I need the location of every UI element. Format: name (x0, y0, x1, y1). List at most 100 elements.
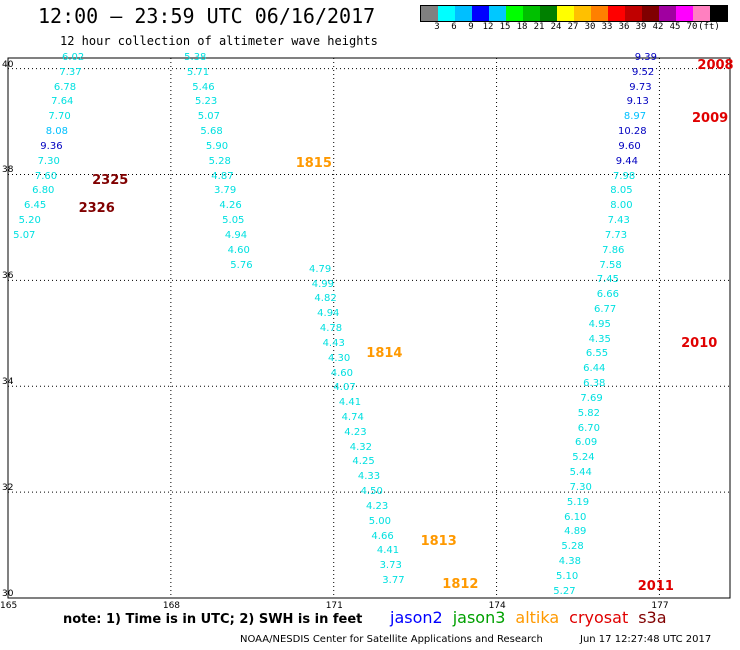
color-swatch (642, 6, 659, 21)
wave-height-value: 5.19 (566, 496, 590, 508)
wave-height-value: 5.28 (561, 541, 584, 553)
wave-height-value: 5.38 (184, 52, 207, 63)
wave-height-value: 3.79 (214, 185, 237, 197)
map-grid (7, 57, 731, 599)
color-swatch (625, 6, 642, 21)
wave-height-value: 4.94 (317, 308, 340, 320)
wave-height-value: 5.68 (200, 126, 223, 138)
wave-height-value: 4.07 (333, 382, 356, 394)
chart-title: 12:00 – 23:59 UTC 06/16/2017 (38, 4, 376, 28)
wave-height-value: 5.00 (368, 515, 391, 527)
wave-height-value: 9.39 (634, 52, 657, 63)
measurement-layer: 6.02 7.37 6.78 7.64 7.70 8.08 9.36 7.30 7.60 6.80… (8, 52, 733, 598)
wave-height-value: 4.89 (564, 526, 587, 538)
wave-height-value: 9.44 (615, 155, 638, 167)
color-scale-tick: 9 (468, 22, 474, 32)
longitude-tick-label: 171 (325, 601, 343, 611)
wave-height-value: 4.78 (319, 323, 343, 335)
track-time-label: 2009 (692, 110, 729, 126)
wave-height-value: 4.35 (588, 333, 611, 345)
wave-height-value: 4.32 (349, 441, 372, 453)
wave-height-value: 6.55 (585, 348, 609, 360)
satellite-legend-item: jason2 (390, 608, 443, 627)
wave-height-value: 6.78 (53, 81, 77, 93)
wave-height-value: 6.45 (24, 200, 47, 212)
map-plot: 6.02 7.37 6.78 7.64 7.70 8.08 9.36 7.30 7.60 6.80… (7, 52, 734, 599)
wave-height-value: 7.86 (602, 244, 625, 256)
track-time-label: 1815 (295, 155, 332, 171)
wave-height-value: 6.44 (583, 363, 606, 375)
wave-height-value: 4.41 (338, 397, 362, 409)
color-swatch (608, 6, 625, 21)
wave-height-value: 8.97 (623, 111, 647, 123)
color-scale-tick: 3 (434, 22, 440, 32)
wave-height-value: 5.76 (230, 259, 253, 271)
color-scale-tick: 27 (567, 22, 579, 32)
wave-height-value: 6.09 (575, 437, 598, 449)
wave-height-value: 4.95 (588, 318, 611, 330)
latitude-tick-label: 40 (2, 59, 14, 70)
wave-height-value: 7.64 (51, 96, 74, 108)
wave-height-value: 4.33 (357, 471, 381, 483)
longitude-tick-label: 177 (651, 601, 669, 611)
wave-height-value: 5.05 (222, 215, 245, 227)
color-swatch (591, 6, 608, 21)
map-frame (7, 57, 731, 599)
wave-height-value: 6.38 (583, 378, 606, 390)
track-time-label: 2325 (92, 173, 129, 189)
color-scale-bar (420, 5, 728, 22)
color-scale-tick: 30 (584, 22, 596, 32)
color-scale-tick: 24 (550, 22, 562, 32)
color-swatch (710, 6, 727, 21)
generated-timestamp: Jun 17 12:27:48 UTC 2017 (580, 634, 712, 645)
color-scale-tick: 21 (533, 22, 545, 32)
satellite-legend-item: s3a (638, 608, 667, 627)
satellite-legend: jason2 jason3 altika cryosat s3a (390, 608, 677, 627)
track-time-label: 1812 (442, 576, 479, 592)
wave-height-value: 7.30 (569, 481, 592, 493)
footer-note: note: 1) Time is in UTC; 2) SWH is in fe… (63, 612, 363, 627)
wave-height-value: 5.07 (197, 111, 220, 123)
wave-height-value: 5.23 (195, 96, 218, 108)
wave-height-value: 7.98 (613, 170, 636, 182)
wave-height-value: 4.87 (211, 170, 234, 182)
color-swatch (421, 6, 438, 21)
wave-height-value: 4.23 (366, 500, 389, 512)
wave-height-value: 9.13 (626, 96, 649, 108)
wave-height-value: 9.52 (632, 66, 655, 78)
wave-height-value: 7.43 (607, 215, 630, 227)
wave-height-value: 4.43 (322, 337, 345, 349)
chart-subtitle: 12 hour collection of altimeter wave hei… (60, 34, 378, 48)
wave-height-value: 5.07 (13, 229, 36, 241)
wave-height-value: 4.60 (227, 244, 250, 256)
wave-height-value: 4.30 (328, 352, 351, 364)
wave-height-value: 6.66 (596, 289, 619, 301)
wave-height-value: 6.02 (62, 52, 85, 63)
wave-height-value: 10.28 (617, 126, 647, 138)
latitude-tick-label: 34 (2, 377, 14, 388)
color-scale-tick: 15 (499, 22, 511, 32)
latitude-tick-label: 36 (2, 271, 14, 282)
wave-height-value: 7.58 (599, 259, 622, 271)
wave-height-value: 4.66 (371, 530, 394, 542)
wave-height-value: 4.41 (376, 545, 400, 557)
wave-height-value: 4.82 (314, 293, 337, 305)
wave-height-value: 8.08 (45, 126, 68, 138)
wave-height-value: 6.77 (594, 304, 617, 315)
color-scale-tick: 39 (635, 22, 647, 32)
track-time-label: 2326 (78, 200, 115, 216)
wave-height-value: 5.27 (553, 585, 576, 597)
wave-height-value: 9.73 (629, 81, 652, 93)
color-swatch (574, 6, 591, 21)
wave-height-value: 5.28 (208, 155, 231, 167)
longitude-tick-label: 168 (162, 601, 181, 611)
color-scale-tick: 12 (482, 22, 494, 32)
color-scale-tick: 45 (669, 22, 681, 32)
wave-height-value: 5.46 (192, 81, 215, 93)
color-swatch (540, 6, 557, 21)
wave-height-value: 7.70 (48, 111, 71, 123)
color-swatch (676, 6, 693, 21)
wave-height-value: 9.36 (40, 140, 63, 152)
color-swatch (438, 6, 455, 21)
color-swatch (557, 6, 574, 21)
